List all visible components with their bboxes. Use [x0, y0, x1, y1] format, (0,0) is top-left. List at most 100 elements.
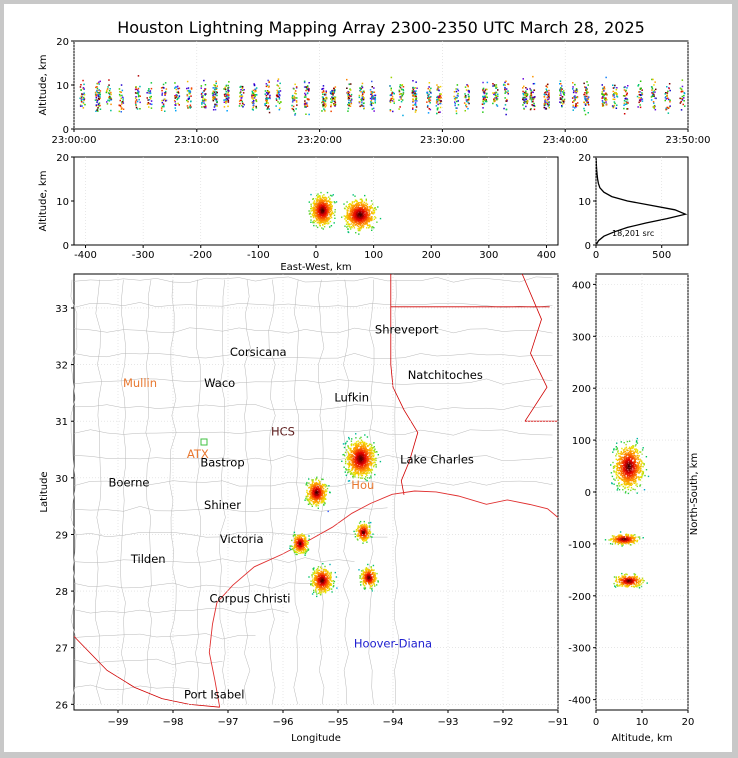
map-source: [366, 458, 369, 460]
time-altitude-source: [323, 104, 325, 107]
time-altitude-source: [361, 85, 363, 87]
map-source: [320, 497, 323, 499]
ew-source: [359, 209, 361, 211]
ew-source: [349, 225, 351, 227]
time-altitude-source: [416, 87, 418, 89]
map-source: [307, 494, 309, 496]
time-altitude-source: [412, 107, 414, 109]
map-source: [375, 464, 377, 466]
time-altitude-source: [655, 97, 657, 100]
map-source: [375, 466, 377, 468]
time-altitude-source: [654, 91, 656, 93]
time-altitude-source: [97, 110, 99, 112]
ew-source: [359, 208, 361, 210]
time-altitude-source: [523, 101, 525, 104]
time-altitude-source: [532, 100, 534, 103]
time-altitude-source: [426, 91, 428, 94]
time-altitude-source: [414, 102, 417, 104]
time-altitude-source: [265, 102, 268, 104]
ew-source: [373, 227, 375, 229]
time-altitude-source: [228, 97, 230, 99]
time-altitude-source: [215, 92, 217, 95]
map-source: [355, 472, 357, 474]
time-altitude-source: [251, 101, 253, 104]
ew-source: [352, 206, 354, 209]
time-altitude-source: [119, 104, 122, 107]
ew-source: [362, 203, 364, 205]
ew-source: [367, 217, 370, 220]
map-source: [323, 492, 326, 494]
ew-source: [331, 211, 334, 213]
map-source: [328, 485, 330, 487]
time-altitude-source: [215, 98, 218, 100]
time-altitude-source: [583, 107, 585, 110]
time-altitude-source: [467, 107, 469, 110]
time-altitude-source: [603, 97, 605, 99]
map-source: [315, 591, 317, 593]
time-altitude-source: [603, 90, 605, 92]
time-altitude-source: [120, 111, 122, 113]
time-altitude-source: [602, 101, 604, 103]
time-altitude-source: [667, 107, 670, 109]
ew-source: [355, 232, 357, 234]
ew-source: [368, 211, 370, 213]
map-source: [348, 457, 350, 460]
time-altitude-source: [457, 95, 459, 97]
ew-tick-label: 200: [422, 250, 441, 261]
time-altitude-source: [98, 92, 100, 94]
time-altitude-source: [361, 86, 364, 89]
ew-source: [331, 195, 333, 197]
ew-source: [362, 211, 364, 214]
time-altitude-source: [563, 98, 566, 101]
time-altitude-source: [530, 92, 532, 94]
ew-source: [369, 208, 371, 210]
time-altitude-source: [548, 106, 550, 109]
ew-source: [357, 206, 360, 209]
map-source: [312, 572, 314, 574]
time-altitude-source: [415, 81, 417, 83]
time-altitude-source: [667, 97, 669, 99]
time-altitude-source: [324, 106, 326, 108]
time-altitude-source: [241, 85, 244, 88]
time-altitude-source: [108, 97, 111, 100]
ew-source: [359, 226, 361, 229]
ew-source: [330, 205, 333, 208]
ew-source: [316, 219, 318, 221]
time-altitude-source: [266, 84, 269, 86]
time-altitude-source: [348, 97, 351, 100]
ew-source: [312, 212, 314, 215]
time-altitude-source: [604, 98, 606, 101]
ew-source: [317, 206, 319, 208]
ew-source: [362, 208, 364, 211]
time-altitude-source: [584, 103, 587, 105]
time-altitude-source: [255, 105, 257, 108]
time-altitude-source: [325, 96, 328, 99]
time-altitude-source: [614, 102, 616, 105]
time-altitude-source: [485, 99, 487, 101]
time-altitude-source: [98, 102, 101, 104]
time-altitude-source: [254, 94, 256, 96]
time-altitude-source: [94, 99, 97, 101]
ew-source: [327, 200, 329, 203]
time-altitude-source: [400, 100, 403, 103]
time-altitude-source: [650, 96, 653, 98]
map-source: [309, 497, 311, 499]
time-altitude-source: [587, 112, 589, 114]
time-altitude-source: [240, 99, 242, 101]
time-altitude-source: [401, 84, 404, 86]
time-altitude-source: [391, 91, 394, 93]
ew-source: [321, 217, 323, 219]
ew-source: [348, 215, 350, 217]
map-source: [349, 449, 351, 451]
map-source: [354, 456, 356, 458]
time-altitude-source: [371, 91, 374, 93]
map-source: [314, 491, 316, 493]
ew-source: [363, 206, 366, 208]
map-source: [334, 571, 336, 574]
time-altitude-source: [505, 80, 507, 82]
time-altitude-source: [415, 98, 417, 100]
time-altitude-source: [400, 93, 402, 95]
time-altitude-source: [161, 94, 163, 96]
time-altitude-source: [252, 98, 254, 100]
